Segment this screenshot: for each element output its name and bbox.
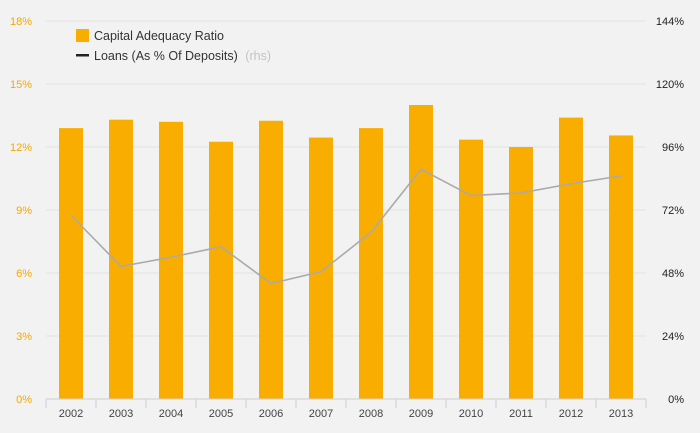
bar-2006 [259, 120, 283, 399]
bar-2012 [559, 117, 583, 399]
left-tick-label: 0% [16, 394, 32, 406]
left-tick-label: 15% [10, 79, 32, 91]
left-tick-label: 9% [16, 205, 32, 217]
legend-swatch-bar [76, 29, 89, 42]
bar-2002 [59, 128, 83, 399]
left-axis: 0% 3% 6% 9% 12% 15% 18% [10, 16, 32, 406]
x-tick-label: 2005 [209, 408, 233, 420]
left-tick-label: 18% [10, 16, 32, 28]
bar-series [59, 105, 633, 400]
right-tick-label: 144% [656, 16, 684, 28]
x-tick-label: 2011 [509, 408, 533, 420]
right-tick-label: 24% [662, 331, 684, 343]
bar-2003 [109, 119, 133, 399]
x-tick-label: 2009 [409, 408, 433, 420]
left-tick-label: 6% [16, 268, 32, 280]
x-tick-label: 2007 [309, 408, 333, 420]
x-tick-label: 2002 [59, 408, 83, 420]
left-tick-label: 12% [10, 142, 32, 154]
legend-label-line-suffix: (rhs) [245, 49, 271, 63]
legend-swatch-line [76, 54, 89, 57]
bar-2009 [409, 105, 433, 399]
x-tick-label: 2004 [159, 408, 183, 420]
right-tick-label: 72% [662, 205, 684, 217]
bar-2007 [309, 137, 333, 400]
right-tick-label: 48% [662, 268, 684, 280]
bar-2004 [159, 121, 183, 400]
bar-2011 [509, 147, 533, 399]
x-tick-label: 2013 [609, 408, 633, 420]
line-loans-to-deposits [70, 168, 622, 285]
bar-2010 [459, 139, 483, 399]
x-axis: 2002 2003 2004 2005 2006 2007 2008 2009 2010 2011… [45, 398, 647, 420]
right-axis: 0% 24% 48% 72% 96% 120% 144% [656, 16, 684, 406]
legend-label-bar: Capital Adequacy Ratio [94, 29, 224, 43]
right-tick-label: 0% [668, 394, 684, 406]
x-tick-label: 2008 [359, 408, 383, 420]
legend: Capital Adequacy Ratio Loans (As % Of De… [76, 29, 271, 63]
right-tick-label: 120% [656, 79, 684, 91]
bar-2013 [609, 135, 633, 399]
legend-label-line-name: Loans (As % Of Deposits) [94, 49, 238, 63]
left-tick-label: 3% [16, 331, 32, 343]
x-tick-label: 2003 [109, 408, 133, 420]
bar-2005 [209, 141, 233, 399]
x-tick-label: 2010 [459, 408, 483, 420]
x-tick-label: 2012 [559, 408, 583, 420]
right-tick-label: 96% [662, 142, 684, 154]
x-tick-label: 2006 [259, 408, 283, 420]
line-series [70, 168, 622, 285]
gridlines [46, 20, 646, 400]
legend-label-line: Loans (As % Of Deposits) (rhs) [94, 49, 271, 63]
bar-2008 [359, 128, 383, 399]
